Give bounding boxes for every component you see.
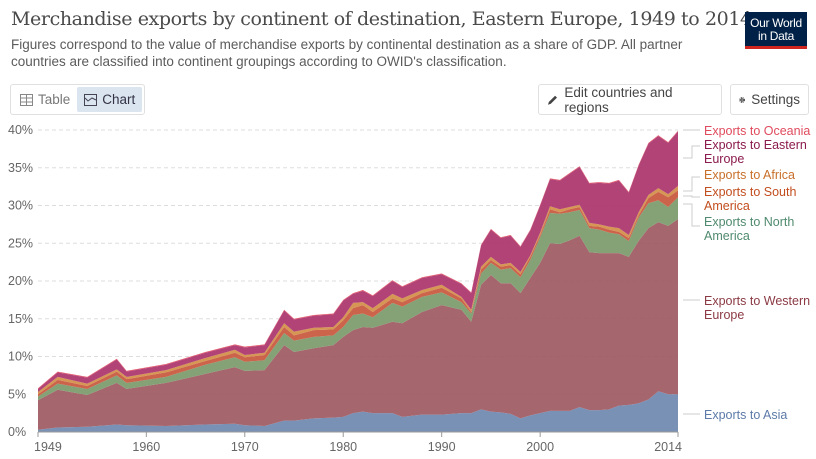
- x-tick-label: 1960: [132, 440, 160, 454]
- legend-connector: [683, 203, 700, 227]
- legend-label[interactable]: Exports to South America: [704, 185, 797, 213]
- area-exports-to-asia: [38, 391, 678, 432]
- area-exports-to-western-europe: [38, 219, 678, 430]
- logo-text: Our World in Data: [750, 16, 802, 43]
- x-tick-label: 1949: [34, 440, 62, 454]
- chart-icon: [84, 93, 98, 106]
- x-tick-label: 2014: [654, 440, 682, 454]
- settings-label: Settings: [751, 92, 800, 107]
- legend-connector: [683, 176, 700, 192]
- y-tick-label: 25%: [8, 236, 33, 250]
- tab-table[interactable]: Table: [13, 87, 77, 112]
- legend-connector: [683, 145, 700, 159]
- legend-label[interactable]: Exports to Eastern Europe: [704, 138, 807, 166]
- edit-countries-button[interactable]: Edit countries and regions: [538, 84, 722, 115]
- chart-subtitle: Figures correspond to the value of merch…: [11, 37, 683, 69]
- y-tick-label: 20%: [8, 274, 33, 288]
- y-tick-label: 30%: [8, 199, 33, 213]
- legend-label[interactable]: Exports to Asia: [704, 408, 788, 422]
- gear-icon: [739, 96, 745, 103]
- legend-label[interactable]: Exports to North America: [704, 215, 795, 243]
- legend-label[interactable]: Exports to Oceania: [704, 124, 811, 138]
- legend-connector: [683, 195, 700, 198]
- y-tick-label: 0%: [8, 425, 26, 439]
- y-tick-label: 10%: [8, 350, 33, 364]
- y-tick-label: 15%: [8, 312, 33, 326]
- tab-table-label: Table: [38, 92, 71, 107]
- y-tick-label: 5%: [8, 387, 26, 401]
- x-tick-label: 1990: [428, 440, 456, 454]
- x-tick-label: 1980: [329, 440, 357, 454]
- legend-label[interactable]: Exports to Western Europe: [704, 294, 811, 322]
- tab-chart[interactable]: Chart: [77, 87, 143, 112]
- edit-countries-label: Edit countries and regions: [564, 84, 673, 115]
- chart-title: Merchandise exports by continent of dest…: [11, 8, 752, 30]
- tab-chart-label: Chart: [102, 92, 136, 107]
- y-tick-label: 40%: [8, 123, 33, 137]
- pencil-icon: [547, 95, 557, 105]
- settings-button[interactable]: Settings: [730, 84, 809, 115]
- x-tick-label: 2000: [526, 440, 554, 454]
- view-tabs: Table Chart: [10, 84, 146, 115]
- owid-logo[interactable]: Our World in Data: [745, 12, 807, 49]
- table-icon: [20, 93, 33, 106]
- x-tick-label: 1970: [231, 440, 259, 454]
- y-tick-label: 35%: [8, 161, 33, 175]
- legend-label[interactable]: Exports to Africa: [704, 168, 796, 182]
